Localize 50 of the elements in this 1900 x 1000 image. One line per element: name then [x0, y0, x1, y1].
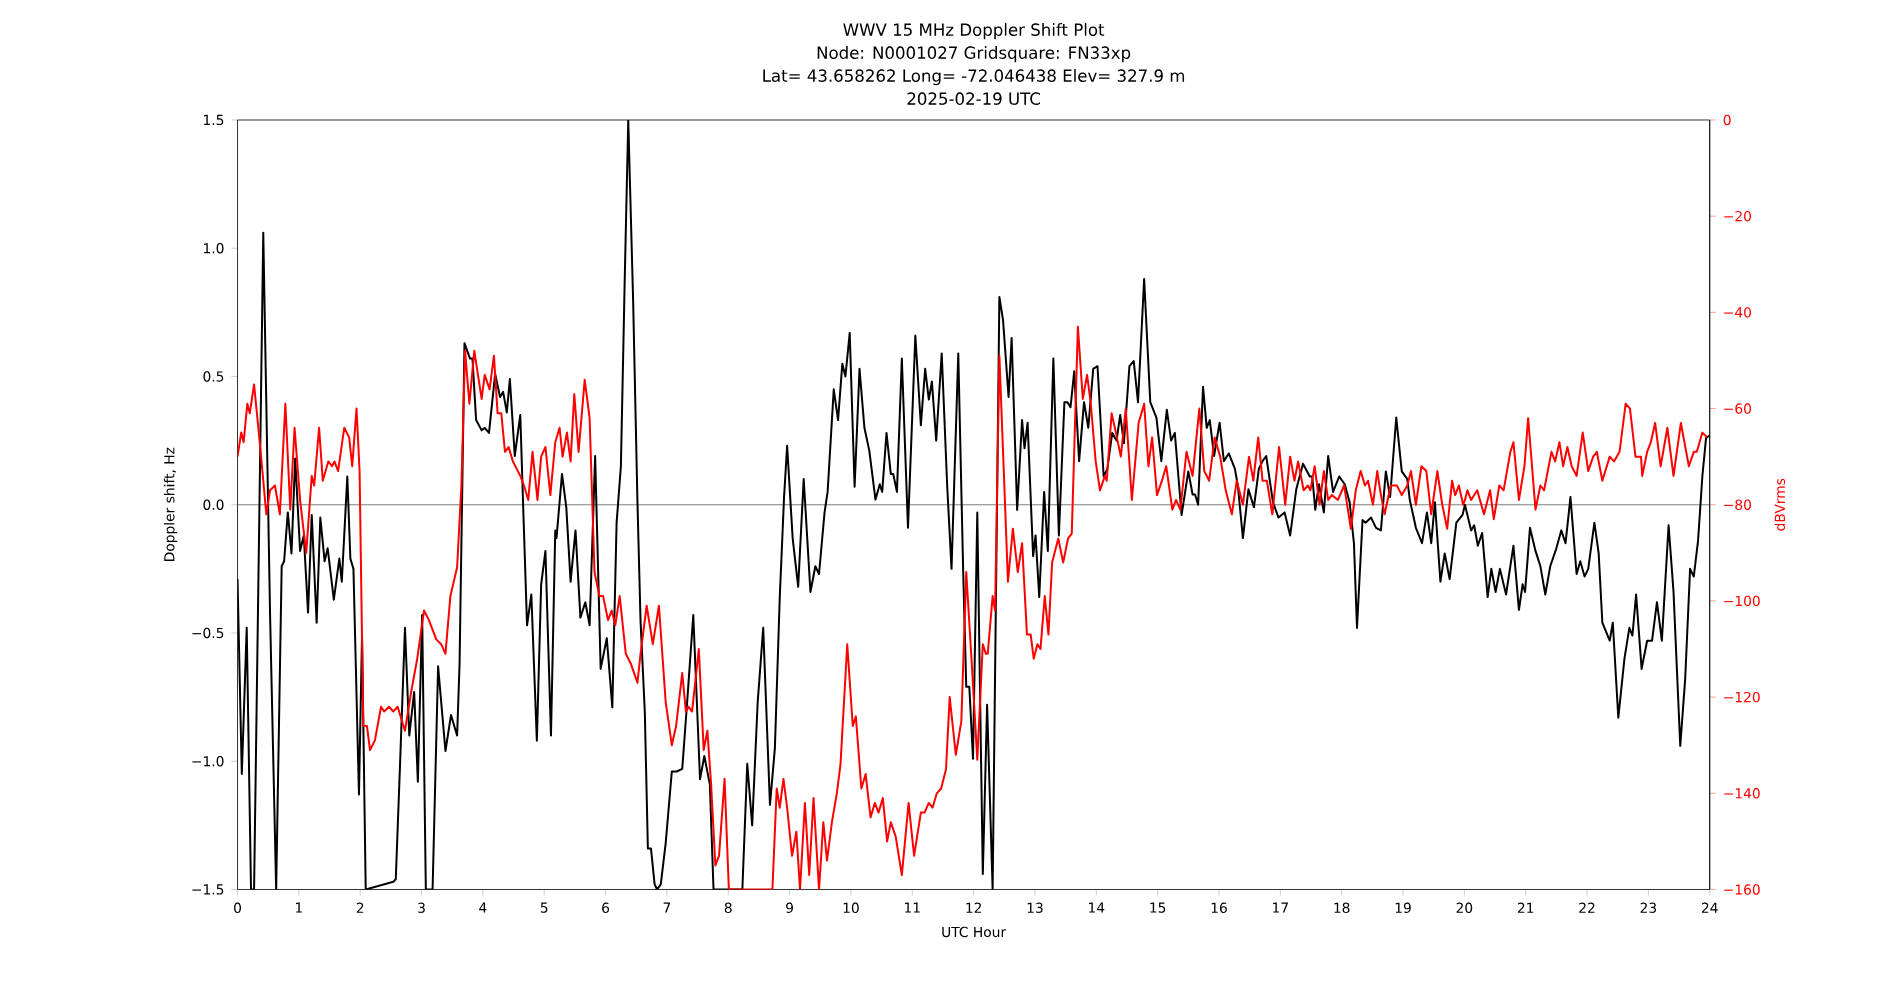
x-tick-label: 20	[1456, 902, 1473, 913]
x-tick-label: 7	[663, 902, 671, 913]
y-tick-label: 1.0	[204, 243, 224, 254]
text: 2025-02-19 UTC	[907, 92, 1041, 105]
text: Lat= 43.658262 Long= -72.046438 Elev= 327.9 m	[763, 69, 1185, 86]
x-tick-label: 15	[1150, 902, 1166, 913]
x-tick-label: 14	[1089, 902, 1105, 913]
x-tick-label: 1	[295, 902, 302, 913]
chart-title: WWV 15 MHz Doppler Shift Plot	[843, 23, 1105, 40]
x-tick-label: 8	[724, 902, 732, 913]
x-tick-label: 18	[1334, 902, 1350, 913]
y2-tick-label: −20	[1724, 210, 1751, 222]
x-tick-label: 9	[786, 902, 793, 913]
x-tick-label: 13	[1027, 902, 1043, 913]
x-tick-label: 12	[966, 902, 982, 913]
x-tick-label: 17	[1273, 902, 1288, 913]
y-tick-label: 0.0	[203, 499, 224, 510]
x-tick-label: 0	[234, 902, 241, 913]
x-axis-title: UTC Hour	[942, 926, 1007, 938]
y2-axis-title: dBVrms	[1774, 478, 1786, 531]
y2-tick-label: −60	[1724, 403, 1751, 414]
x-tick-label: 6	[602, 902, 610, 913]
y-tick-label: −1.0	[192, 756, 224, 767]
y2-tick-label: 0	[1723, 114, 1731, 126]
x-tick-label: 23	[1640, 902, 1657, 913]
y2-tick-label: −160	[1724, 884, 1760, 895]
x-tick-label: 5	[540, 902, 548, 913]
x-tick-label: 3	[418, 902, 425, 913]
x-tick-label: 21	[1517, 902, 1534, 913]
x-tick-label: 16	[1211, 902, 1227, 913]
y-tick-label: −1.5	[192, 884, 224, 895]
line-series	[237, 119, 1710, 890]
x-tick-label: 22	[1579, 902, 1595, 913]
line-series	[237, 325, 1709, 890]
x-tick-label: 24	[1701, 902, 1718, 913]
y2-tick-label: −80	[1724, 499, 1751, 510]
chart-subtitle: Node: N0001027 Gridsquare: FN33xp	[817, 46, 1131, 63]
y2-tick-label: −140	[1724, 788, 1760, 799]
y2-tick-label: −120	[1724, 691, 1760, 703]
x-tick-label: 11	[904, 902, 920, 913]
y-tick-label: −0.5	[192, 627, 224, 639]
y2-tick-label: −100	[1724, 595, 1760, 607]
x-tick-label: 10	[843, 902, 859, 913]
x-tick-label: 2	[356, 902, 364, 913]
x-tick-label: 4	[479, 902, 487, 913]
y-axis-title: Doppler shift, Hz	[163, 447, 178, 561]
x-tick-label: 19	[1395, 902, 1411, 913]
y-tick-label: 0.5	[203, 371, 224, 382]
y2-tick-label: −40	[1724, 307, 1751, 318]
y-tick-label: 1.5	[204, 114, 224, 126]
